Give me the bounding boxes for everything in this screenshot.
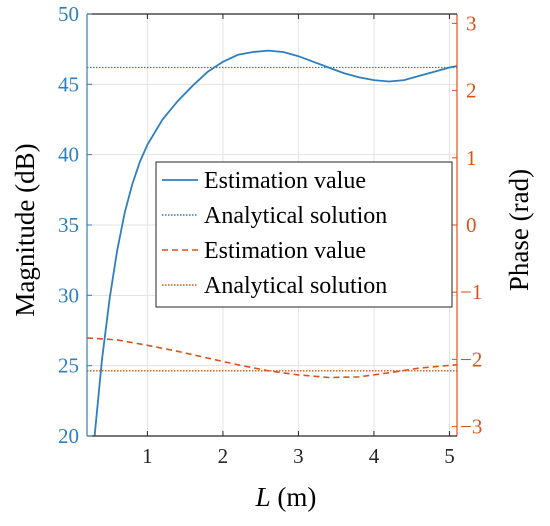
- y-right-tick-label: −2: [460, 347, 482, 371]
- legend-box: [155, 161, 453, 308]
- x-axis-label-unit: (m): [271, 482, 317, 512]
- y-axis-label-left: Magnitude (dB): [10, 143, 40, 316]
- x-tick-label: 4: [369, 444, 380, 468]
- series-layer: [86, 49, 458, 437]
- y-right-tick-label: 0: [466, 213, 477, 237]
- legend-label-magnitude-analytical: Analytical solution: [204, 203, 387, 229]
- legend-label-phase-estimation: Estimation value: [204, 238, 366, 264]
- y-right-tick-label: −3: [460, 415, 482, 439]
- y-left-tick-label: 35: [58, 213, 79, 237]
- y-right-tick-label: −1: [460, 280, 482, 304]
- y-left-tick-label: 20: [58, 424, 79, 448]
- x-tick-label: 1: [142, 444, 153, 468]
- y-left-tick-label: 45: [58, 72, 79, 96]
- x-axis-label: L (m): [255, 482, 317, 512]
- y-left-tick-label: 30: [58, 283, 79, 307]
- series-line-2: [86, 337, 458, 379]
- x-tick-label: 3: [293, 444, 304, 468]
- x-axis-label-variable: L: [255, 482, 271, 512]
- y-right-tick-label: 2: [466, 79, 477, 103]
- x-tick-label: 5: [444, 444, 455, 468]
- legend: Estimation value Analytical solution Est…: [155, 161, 453, 308]
- series-line-0: [93, 49, 458, 437]
- y-axis-label-right: Phase (rad): [504, 169, 534, 291]
- y-left-tick-label: 25: [58, 354, 79, 378]
- legend-label-phase-analytical: Analytical solution: [204, 273, 387, 299]
- legend-label-magnitude-estimation: Estimation value: [204, 168, 366, 194]
- y-left-tick-label: 50: [58, 2, 79, 26]
- y-right-tick-label: 1: [466, 146, 477, 170]
- x-tick-label: 2: [218, 444, 229, 468]
- y-right-tick-label: 3: [466, 11, 477, 35]
- y-left-tick-label: 40: [58, 143, 79, 167]
